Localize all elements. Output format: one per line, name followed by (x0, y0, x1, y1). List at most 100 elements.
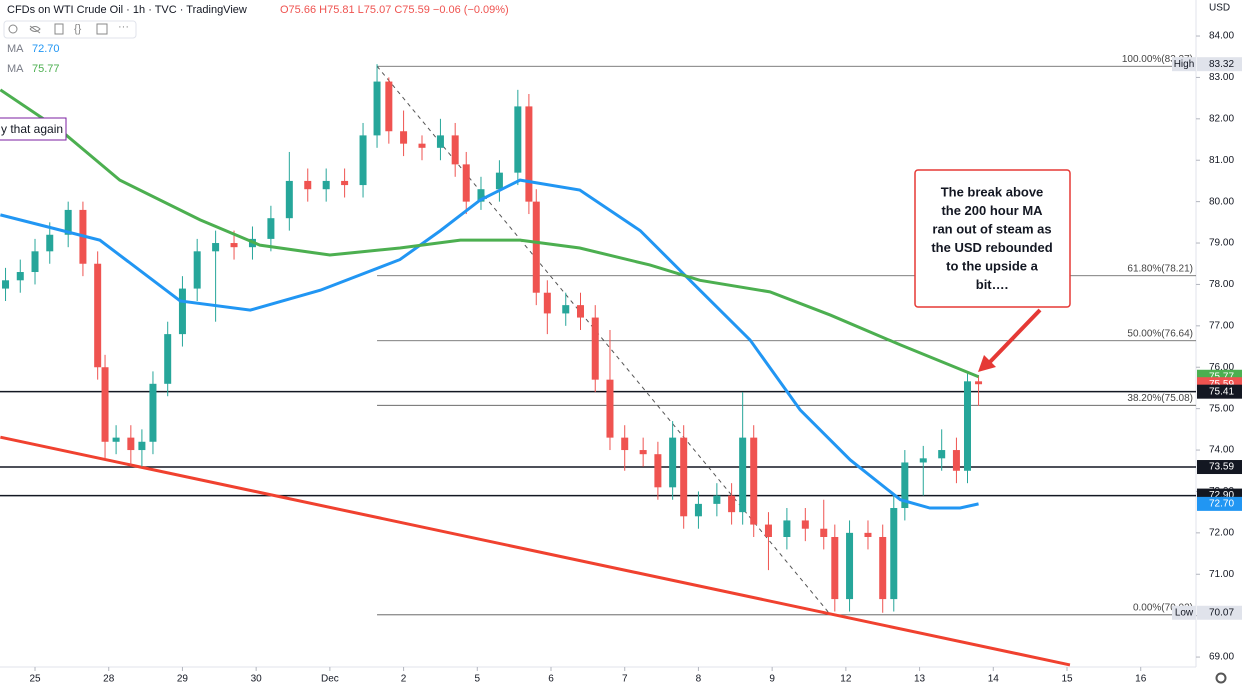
price-label: 72.70 (1209, 499, 1234, 510)
candle-body (341, 180, 349, 186)
candle-body (919, 458, 927, 463)
candle-body (764, 524, 772, 537)
y-tick-label: 82.00 (1209, 113, 1234, 124)
indicator-label: MA (7, 43, 24, 55)
chart-title: CFDs on WTI Crude Oil · 1h · TVC · Tradi… (7, 4, 247, 16)
note-text: y that again (1, 122, 63, 136)
candle-body (400, 131, 408, 144)
candle-body (230, 243, 238, 248)
icon[interactable]: {} (74, 23, 82, 35)
candle-body (591, 317, 599, 380)
price-label-bg (1197, 460, 1242, 475)
y-tick-label: 84.00 (1209, 31, 1234, 42)
annotation-text: the USD rebounded (931, 240, 1052, 255)
price-tag: Low (1175, 607, 1194, 618)
price-label-bg (1197, 496, 1242, 511)
y-tick-label: 81.00 (1209, 155, 1234, 166)
candle-body (606, 379, 614, 438)
price-tag-bg (1172, 605, 1196, 620)
x-tick-label: 15 (1061, 674, 1073, 685)
candle-body (639, 450, 647, 455)
candle-body (801, 520, 809, 529)
candle-body (193, 251, 201, 289)
icon[interactable] (54, 23, 64, 35)
candle-body (901, 462, 909, 509)
candle-body (373, 81, 381, 136)
candle-body (890, 508, 898, 600)
x-tick-label: 5 (475, 674, 481, 685)
candle-body (322, 180, 330, 190)
candle-body (267, 218, 275, 239)
candle-body (846, 532, 854, 600)
ohlc: O75.66 H75.81 L75.07 C75.59 −0.06 (−0.09… (280, 4, 509, 16)
y-tick-label: 72.00 (1209, 527, 1234, 538)
icon[interactable] (96, 23, 108, 35)
annotation-text: ran out of steam as (932, 221, 1051, 236)
candle-body (963, 381, 971, 471)
candle-body (304, 180, 312, 190)
icon[interactable] (29, 25, 41, 34)
price-label: 73.59 (1209, 462, 1234, 473)
x-tick-label: 9 (769, 674, 775, 685)
x-tick-label: 7 (622, 674, 628, 685)
candle-body (178, 288, 186, 335)
candle-body (864, 532, 872, 537)
x-tick-label: 25 (29, 674, 41, 685)
price-label-bg (1197, 57, 1242, 72)
price-label: 75.77 (1209, 371, 1234, 382)
annotation-text: The break above (941, 184, 1044, 199)
price-tag-bg (1172, 57, 1196, 72)
y-tick-label: 83.00 (1209, 72, 1234, 83)
candle-body (728, 495, 736, 513)
x-tick-label: 30 (251, 674, 263, 685)
candle-body (451, 135, 459, 165)
candle-body (514, 106, 522, 173)
toolbar-icons[interactable]: {} ··· (3, 20, 137, 39)
note-box (0, 117, 67, 141)
candle-body (64, 209, 72, 235)
candle-body (31, 251, 39, 273)
price-axis-bg (1196, 0, 1242, 690)
y-tick-label: 76.00 (1209, 362, 1234, 373)
x-tick-label: 14 (988, 674, 1000, 685)
price-tag: High (1174, 59, 1195, 70)
candle-body (127, 437, 135, 451)
y-tick-label: 78.00 (1209, 279, 1234, 290)
price-label: 72.90 (1209, 490, 1234, 501)
candle-body (16, 272, 24, 281)
candle-body (525, 106, 533, 202)
fib-label: 100.00%(83.27) (1122, 54, 1193, 65)
candle-body (94, 263, 102, 368)
settings-icon[interactable] (1215, 672, 1227, 684)
candle-body (562, 305, 570, 314)
candle-body (462, 164, 470, 202)
y-tick-label: 80.00 (1209, 196, 1234, 207)
indicator-value: 72.70 (32, 43, 60, 55)
candle-body (385, 81, 393, 132)
price-label: 70.07 (1209, 607, 1234, 618)
x-tick-label: 28 (103, 674, 115, 685)
ma-line (0, 178, 979, 510)
candle-body (694, 503, 702, 517)
candle-body (879, 536, 887, 600)
icon[interactable] (8, 24, 18, 34)
annotation-text: to the upside a (946, 258, 1039, 273)
price-label-bg (1197, 384, 1242, 399)
annotation-box (914, 169, 1071, 308)
candle-body (149, 383, 157, 442)
annotation-text: the 200 hour MA (941, 203, 1043, 218)
x-tick-label: 8 (696, 674, 702, 685)
x-tick-label: 12 (840, 674, 852, 685)
annotation-arrowhead (978, 355, 996, 372)
candle-body (359, 135, 367, 186)
candle-body (713, 495, 721, 504)
candle-body (576, 305, 584, 318)
price-label: 75.41 (1209, 386, 1234, 397)
candle-body (101, 367, 109, 442)
candle-body (495, 172, 503, 190)
annotation-arrow (986, 308, 1042, 366)
candle-body (164, 334, 172, 384)
icon[interactable]: ··· (118, 21, 129, 33)
y-tick-label: 69.00 (1209, 652, 1234, 663)
